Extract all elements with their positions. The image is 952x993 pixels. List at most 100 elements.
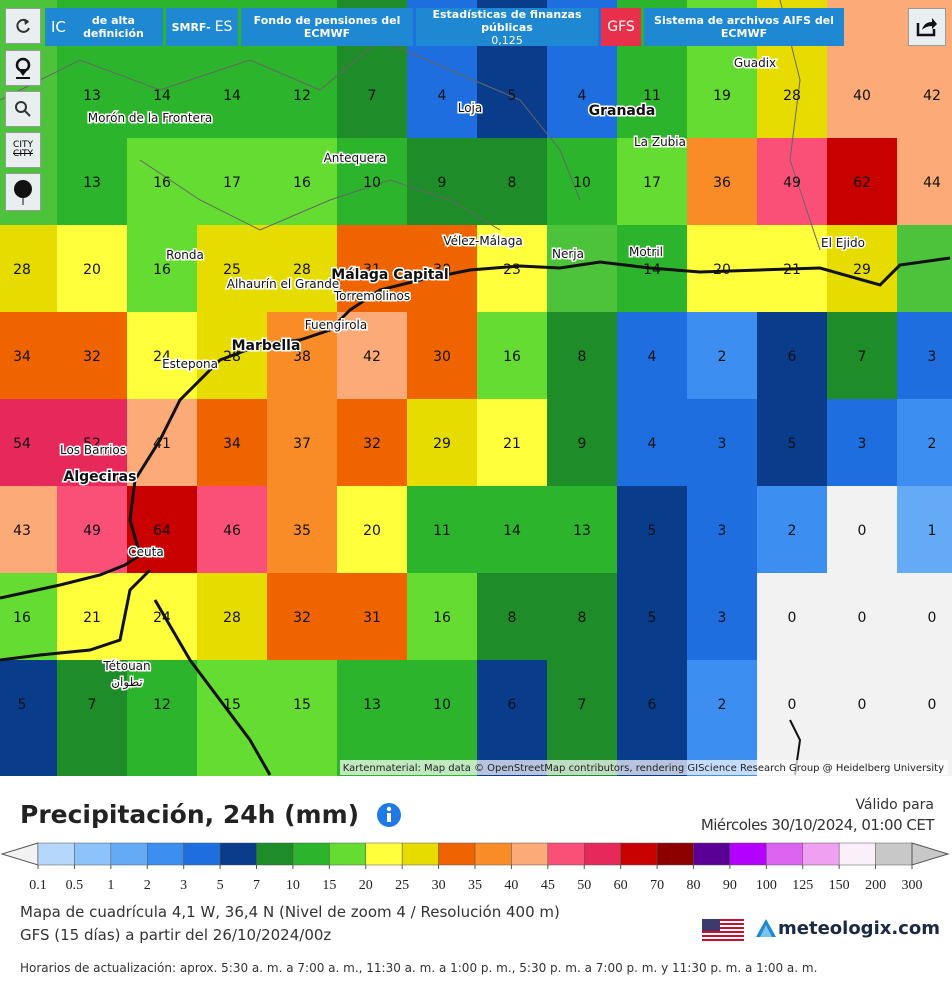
grid-value: 6 xyxy=(648,697,657,713)
grid-value: 9 xyxy=(578,436,587,452)
grid-value: 13 xyxy=(573,523,591,539)
grid-value: 10 xyxy=(363,175,381,191)
title: Precipitación, 24h (mm) xyxy=(20,800,360,829)
grid-value: 3 xyxy=(718,436,727,452)
grid-cell xyxy=(407,399,477,486)
tab-stats[interactable]: Estadísticas de finanzas públicas 0,125 xyxy=(416,8,598,47)
location-button[interactable] xyxy=(5,50,41,86)
brand[interactable]: meteologix.com xyxy=(778,918,940,939)
legend-tick-label: 150 xyxy=(829,878,850,893)
grid-value: 42 xyxy=(363,349,381,365)
place-label: Ceuta xyxy=(128,545,163,559)
grid-cell xyxy=(617,399,687,486)
grid-value: 2 xyxy=(718,349,727,365)
grid-cell xyxy=(617,138,687,225)
place-label: Vélez-Málaga xyxy=(443,234,522,248)
legend-swatch xyxy=(802,842,840,866)
grid-value: 37 xyxy=(293,436,311,452)
legend-swatch xyxy=(620,842,658,866)
grid-cell xyxy=(757,399,827,486)
grid-cell xyxy=(0,399,57,486)
grid-value: 31 xyxy=(363,610,381,626)
dot-button[interactable] xyxy=(5,173,41,211)
place-label: Antequera xyxy=(324,151,387,165)
tab-main: SMRF- xyxy=(171,20,211,34)
legend-swatch xyxy=(438,842,476,866)
place-label: تطوان xyxy=(111,675,143,690)
legend-tick-label: 2 xyxy=(144,878,151,893)
grid-value: 13 xyxy=(83,175,101,191)
grid-cell xyxy=(757,312,827,399)
grid-value: 5 xyxy=(648,523,657,539)
grid-value: 4 xyxy=(438,88,447,104)
grid-cell xyxy=(827,312,897,399)
grid-value: 4 xyxy=(648,436,657,452)
grid-value: 1 xyxy=(928,523,937,539)
tab-hd[interactable]: IC de alta definición xyxy=(45,8,163,46)
grid-value: 16 xyxy=(293,175,311,191)
grid-cell xyxy=(477,573,547,660)
grid-value: 8 xyxy=(578,610,587,626)
grid-cell xyxy=(57,486,127,573)
grid-value: 13 xyxy=(363,697,381,713)
legend-swatch xyxy=(875,842,913,866)
tab-aifs[interactable]: Sistema de archivos AIFS del ECMWF xyxy=(644,8,844,46)
grid-cell xyxy=(757,573,827,660)
grid-cell xyxy=(617,486,687,573)
place-label: Los Barrios xyxy=(60,443,126,457)
grid-value: 36 xyxy=(713,175,731,191)
refresh-button[interactable] xyxy=(5,8,41,44)
grid-value: 7 xyxy=(368,88,377,104)
share-button[interactable] xyxy=(908,8,946,46)
grid-value: 15 xyxy=(223,697,241,713)
grid-value: 2 xyxy=(788,523,797,539)
legend-tick-label: 125 xyxy=(792,878,813,893)
grid-value: 41 xyxy=(153,436,171,452)
grid-value: 19 xyxy=(713,88,731,104)
tab-smrf[interactable]: SMRF- ES xyxy=(166,8,238,46)
city-button[interactable]: CITY CITY xyxy=(5,132,41,168)
legend-tick-label: 80 xyxy=(687,878,701,893)
legend-tick-label: 10 xyxy=(286,878,300,893)
legend-swatch xyxy=(256,842,294,866)
tab-gfs[interactable]: GFS xyxy=(601,8,641,46)
tab-sub: ES xyxy=(214,18,233,35)
grid-value: 15 xyxy=(293,697,311,713)
valid-label: Válido para xyxy=(855,797,934,813)
grid-cell xyxy=(337,660,407,776)
legend-tick-label: 1 xyxy=(107,878,114,893)
legend-swatch xyxy=(511,842,549,866)
grid-cell xyxy=(897,660,952,776)
grid-cell xyxy=(547,573,617,660)
grid-cell xyxy=(407,138,477,225)
legend-tick-label: 45 xyxy=(541,878,555,893)
grid-value: 5 xyxy=(18,697,27,713)
legend-tick-label: 200 xyxy=(865,878,886,893)
info-icon[interactable] xyxy=(376,802,402,828)
grid-value: 5 xyxy=(648,610,657,626)
attribution: Kartenmaterial: Map data © OpenStreetMap… xyxy=(343,763,944,774)
legend-tick-label: 50 xyxy=(577,878,591,893)
grid-cell xyxy=(757,660,827,776)
grid-cell xyxy=(57,138,127,225)
grid-value: 34 xyxy=(13,349,31,365)
grid-value: 25 xyxy=(223,262,241,278)
grid-cell xyxy=(197,225,267,312)
tab-pension[interactable]: Fondo de pensiones del ECMWF xyxy=(241,8,413,46)
grid-cell xyxy=(267,573,337,660)
grid-cell xyxy=(687,138,757,225)
grid-value: 0 xyxy=(928,697,937,713)
grid-cell xyxy=(897,573,952,660)
grid-cell xyxy=(57,312,127,399)
grid-value: 31 xyxy=(363,262,381,278)
grid-cell xyxy=(337,312,407,399)
grid-cell xyxy=(477,312,547,399)
grid-value: 8 xyxy=(578,349,587,365)
grid-value: 12 xyxy=(293,88,311,104)
legend-tick-label: 0.5 xyxy=(66,878,84,893)
zoom-button[interactable] xyxy=(5,91,41,127)
grid-value: 28 xyxy=(223,610,241,626)
grid-value: 23 xyxy=(503,262,521,278)
place-label: Marbella xyxy=(232,338,301,354)
